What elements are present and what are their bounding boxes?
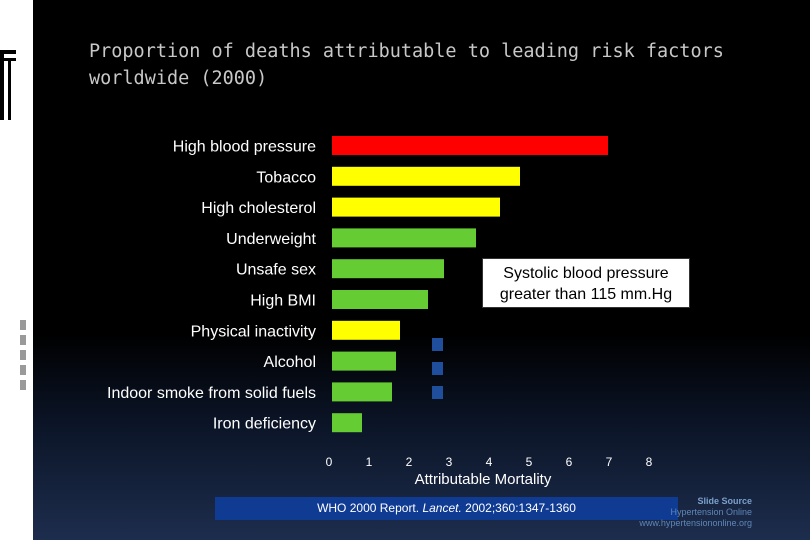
decorative-brackets-bottom [20, 320, 26, 390]
category-label: Underweight [226, 231, 316, 248]
bar [332, 351, 396, 371]
credit-line-3: www.hypertensiononline.org [639, 518, 752, 528]
x-tick-label: 0 [326, 455, 333, 469]
bar [332, 259, 444, 279]
category-label: High cholesterol [201, 200, 316, 217]
bar [332, 320, 400, 340]
bar [332, 197, 500, 217]
slide-credit: Slide Source Hypertension Online www.hyp… [639, 496, 752, 529]
marker-square [432, 338, 443, 351]
marker-square [432, 386, 443, 399]
x-tick-label: 3 [446, 455, 453, 469]
x-tick-label: 1 [366, 455, 373, 469]
category-label: Physical inactivity [191, 323, 316, 340]
category-label: Unsafe sex [236, 262, 316, 279]
source-prefix: WHO 2000 Report. [317, 501, 423, 515]
x-tick-label: 6 [566, 455, 573, 469]
bar [332, 136, 608, 155]
category-label: Tobacco [256, 169, 316, 186]
category-label: High blood pressure [173, 139, 316, 156]
x-tick-label: 5 [526, 455, 533, 469]
source-journal: Lancet. [422, 501, 462, 515]
credit-line-2: Hypertension Online [670, 507, 752, 517]
callout-box: Systolic blood pressure greater than 115… [482, 258, 690, 308]
bar [332, 228, 476, 248]
category-label: High BMI [250, 293, 316, 310]
accent-bar [0, 0, 33, 540]
callout-text: Systolic blood pressure greater than 115… [499, 265, 673, 303]
source-citation: WHO 2000 Report. Lancet. 2002;360:1347-1… [215, 497, 678, 520]
bar [332, 290, 428, 309]
bar [332, 382, 392, 402]
decorative-brackets-top [0, 50, 16, 120]
category-label: Indoor smoke from solid fuels [107, 385, 316, 402]
x-tick-label: 8 [646, 455, 653, 469]
bar [332, 166, 520, 186]
x-axis-title: Attributable Mortality [415, 471, 552, 488]
category-label: Iron deficiency [213, 416, 316, 433]
source-suffix: 2002;360:1347-1360 [461, 501, 576, 515]
x-tick-label: 2 [406, 455, 413, 469]
category-label: Alcohol [264, 354, 316, 371]
x-tick-label: 7 [606, 455, 613, 469]
marker-square [432, 362, 443, 375]
x-tick-label: 4 [486, 455, 493, 469]
credit-line-1: Slide Source [697, 496, 752, 506]
slide-title: Proportion of deaths attributable to lea… [89, 41, 724, 89]
bar [332, 413, 362, 433]
